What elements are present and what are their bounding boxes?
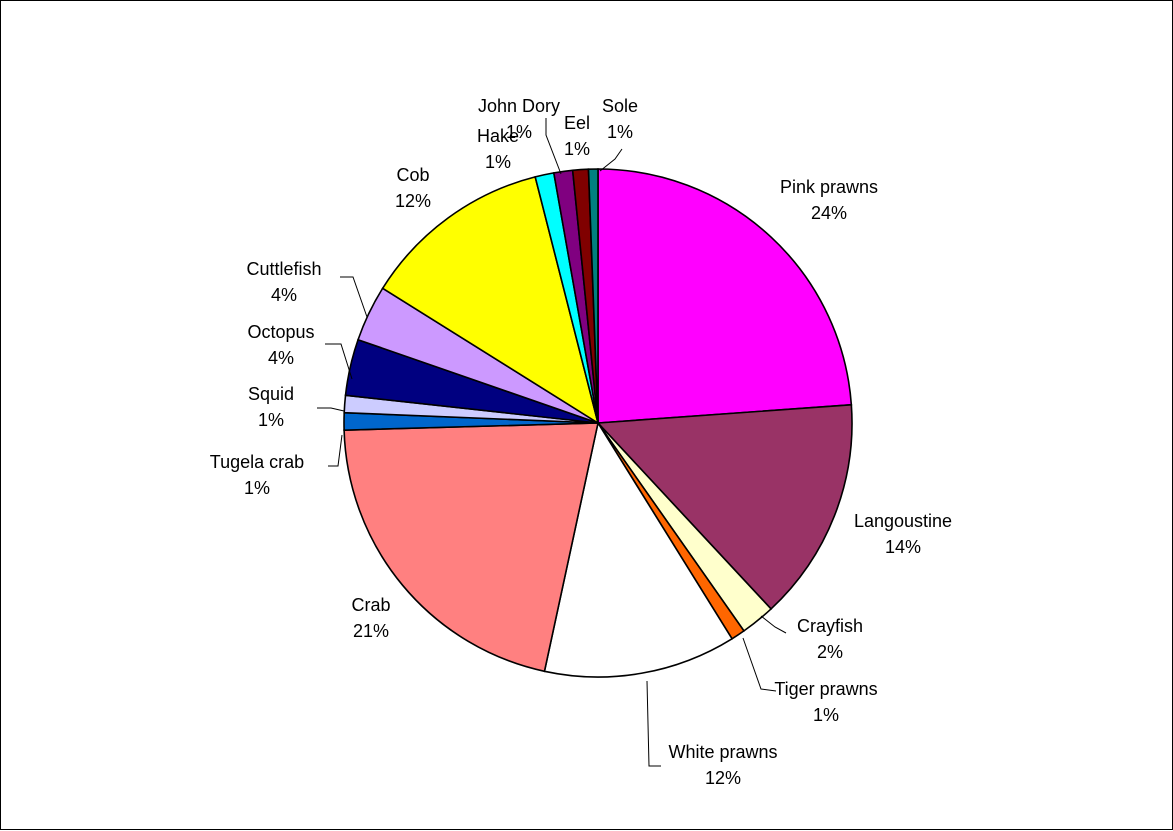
slice-label-name: Tiger prawns: [774, 679, 877, 699]
slice-label-crayfish: Crayfish 2%: [797, 616, 863, 662]
slice-label-name: Cob: [396, 165, 429, 185]
slice-label-sole: Sole 1%: [602, 96, 638, 142]
slice-label-name: Squid: [248, 384, 294, 404]
leader-line-squid: [317, 407, 345, 412]
slice-label-name: Hake: [477, 126, 519, 146]
slice-label-name: Pink prawns: [780, 177, 878, 197]
slice-label-percent: 2%: [817, 642, 843, 662]
slice-label-percent: 4%: [268, 348, 294, 368]
slice-label-percent: 1%: [607, 122, 633, 142]
slice-label-name: John Dory: [478, 96, 560, 116]
slice-label-name: Cuttlefish: [246, 259, 321, 279]
slice-labels: Pink prawns 24% Langoustine 14% Crayfish 2% Ti…: [210, 96, 952, 788]
leader-line-john-dory: [545, 118, 562, 175]
slice-label-hake: Hake 1%: [477, 126, 519, 172]
slice-label-percent: 1%: [506, 122, 532, 142]
slice-label-tugela-crab: Tugela crab 1%: [210, 452, 304, 498]
slice-label-pink-prawns: Pink prawns 24%: [780, 177, 878, 223]
slice-label-squid: Squid 1%: [248, 384, 294, 430]
slice-label-percent: 14%: [885, 537, 921, 557]
pie-slice-white-prawns: [543, 420, 734, 678]
slice-label-name: Langoustine: [854, 511, 952, 531]
slice-label-cuttlefish: Cuttlefish 4%: [246, 259, 321, 305]
slice-label-tiger-prawns: Tiger prawns 1%: [774, 679, 877, 725]
pie-slice-sole: [587, 168, 599, 424]
slice-label-name: Crab: [351, 595, 390, 615]
leader-line-sole: [599, 148, 623, 172]
slice-label-name: Crayfish: [797, 616, 863, 636]
slice-label-cob: Cob 12%: [395, 165, 431, 211]
leader-line-tugela-crab: [328, 434, 343, 467]
pie-slice-cob: [381, 175, 600, 425]
slice-label-percent: 1%: [258, 410, 284, 430]
leader-line-crayfish: [760, 615, 787, 634]
slice-label-percent: 1%: [564, 139, 590, 159]
slice-label-name: Sole: [602, 96, 638, 116]
slice-label-percent: 1%: [485, 152, 511, 172]
leader-lines: [317, 118, 787, 767]
leader-line-tiger-prawns: [742, 637, 777, 692]
slice-label-percent: 21%: [353, 621, 389, 641]
slice-label-eel: Eel 1%: [564, 113, 590, 159]
slice-label-name: Tugela crab: [210, 452, 304, 472]
slice-label-percent: 12%: [395, 191, 431, 211]
slice-label-crab: Crab 21%: [351, 595, 390, 641]
slice-label-percent: 4%: [271, 285, 297, 305]
leader-line-octopus: [325, 343, 353, 380]
pie-slice-pink-prawns: [597, 168, 853, 424]
pie-slice-crab: [343, 422, 599, 673]
slice-label-langoustine: Langoustine 14%: [854, 511, 952, 557]
slice-label-name: White prawns: [668, 742, 777, 762]
leader-line-cuttlefish: [340, 276, 368, 318]
slice-label-name: Octopus: [247, 322, 314, 342]
slice-label-name: Eel: [564, 113, 590, 133]
slice-label-percent: 1%: [813, 705, 839, 725]
pie-slice-langoustine: [596, 403, 853, 611]
leader-line-white-prawns: [646, 680, 661, 767]
slice-label-john-dory: John Dory 1%: [478, 96, 560, 142]
slice-label-white-prawns: White prawns 12%: [668, 742, 777, 788]
slice-label-percent: 1%: [244, 478, 270, 498]
slice-label-percent: 24%: [811, 203, 847, 223]
pie-slices: [343, 168, 853, 678]
slice-label-percent: 12%: [705, 768, 741, 788]
slice-label-octopus: Octopus 4%: [247, 322, 314, 368]
